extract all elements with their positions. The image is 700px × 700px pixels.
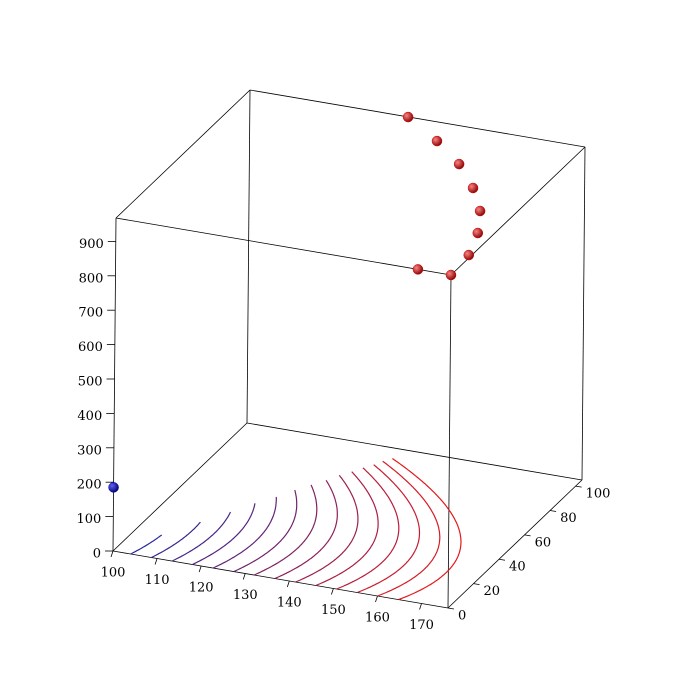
z-tick-label: 600 [78, 340, 103, 355]
x-tick-label: 130 [233, 588, 258, 603]
points [108, 111, 486, 493]
box-edge [112, 550, 449, 609]
axes-box [112, 89, 586, 609]
x-tick-label: 120 [189, 581, 214, 596]
contour-line [233, 489, 298, 573]
z-tick-label: 500 [78, 374, 103, 389]
y-tick-label: 60 [535, 535, 552, 550]
point [472, 227, 484, 239]
y-tick [575, 485, 582, 488]
box-edge [249, 89, 586, 148]
z-tick-label: 900 [79, 237, 104, 252]
contour-line [315, 471, 379, 587]
point [108, 482, 119, 493]
z-tick-label: 200 [77, 478, 102, 493]
x-tick [331, 588, 334, 595]
point [463, 249, 475, 261]
contour-line [192, 503, 256, 566]
x-tick-label: 160 [365, 611, 390, 626]
contour-line [392, 458, 462, 601]
point [445, 269, 457, 281]
box-edge [115, 89, 251, 219]
z-tick-label: 300 [77, 443, 102, 458]
point [402, 111, 414, 123]
z-tick-label: 400 [77, 409, 102, 424]
box-edge [447, 479, 583, 609]
x-tick [286, 580, 290, 588]
contour-line [356, 464, 421, 594]
x-tick [198, 565, 202, 573]
x-tick [110, 550, 114, 558]
y-tick [447, 607, 455, 610]
z-tick-label: 100 [76, 512, 101, 527]
point [453, 158, 465, 170]
contour-line [253, 484, 318, 576]
contour-line [130, 534, 163, 555]
ticks: 100 110 120 130 140 150 160 1700204060801000100… [76, 237, 610, 633]
box-edge [447, 274, 452, 609]
point [474, 205, 486, 217]
x-tick-label: 140 [277, 596, 302, 611]
contours [130, 458, 462, 601]
y-tick [550, 510, 557, 512]
y-tick [524, 534, 531, 537]
contour-line [377, 460, 441, 597]
point [412, 264, 424, 275]
y-tick [473, 583, 480, 586]
z-tick-label: 0 [93, 547, 101, 562]
y-tick-label: 40 [509, 560, 526, 575]
box-edge [581, 146, 586, 481]
contour-line [151, 521, 201, 559]
y-tick-label: 20 [484, 584, 501, 599]
z-tick-label: 700 [78, 306, 103, 321]
box-edge [246, 422, 583, 481]
point [467, 182, 479, 194]
box-edge [112, 217, 117, 552]
y-tick [498, 558, 506, 561]
x-tick-label: 170 [409, 618, 434, 633]
contour-line [171, 511, 232, 562]
box-edge [115, 217, 452, 276]
point [431, 135, 443, 147]
contour-line [212, 496, 277, 569]
x-tick-label: 150 [321, 603, 346, 618]
x-tick [154, 558, 158, 565]
x-tick [242, 573, 246, 580]
contour-line [295, 474, 359, 583]
z-tick-label: 800 [79, 271, 104, 286]
box-edge [112, 422, 248, 552]
x-tick [375, 595, 378, 603]
y-tick-label: 0 [458, 609, 466, 624]
contour-line [336, 467, 400, 590]
y-tick-label: 80 [560, 511, 577, 526]
x-tick-label: 100 [101, 566, 126, 581]
box-edge [246, 89, 251, 424]
x-tick-label: 110 [145, 573, 170, 588]
y-tick-label: 100 [586, 487, 611, 502]
x-tick [419, 603, 422, 610]
contour-line [274, 479, 338, 580]
